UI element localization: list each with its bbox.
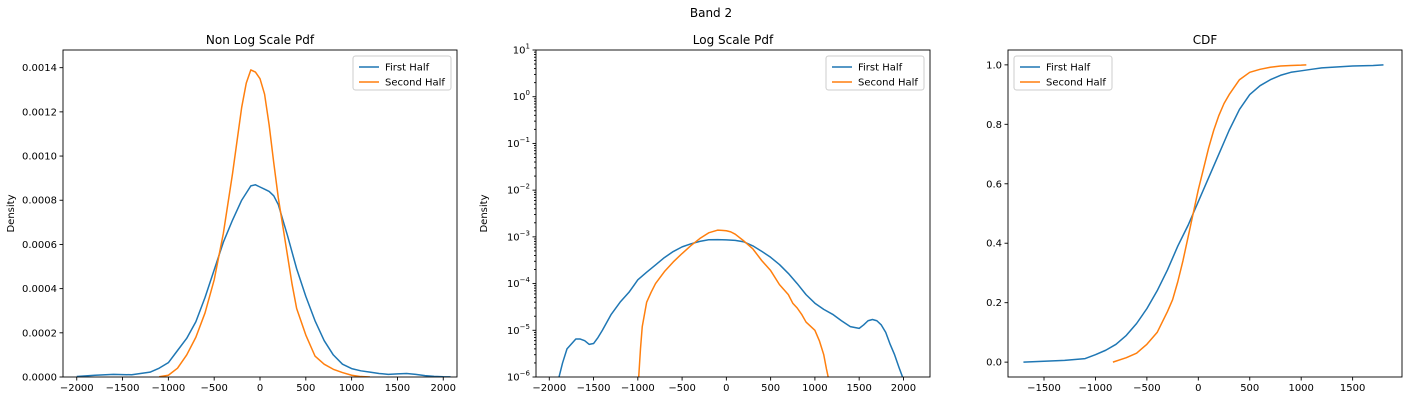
- x-tick-label: −500: [200, 383, 227, 394]
- x-tick-label: 1500: [846, 383, 871, 394]
- legend-label: First Half: [385, 63, 430, 74]
- x-tick-label: −1500: [1027, 383, 1061, 394]
- x-tick-label: 1000: [802, 383, 827, 394]
- y-tick-label: 0.0008: [22, 196, 57, 207]
- x-tick-label: −1000: [621, 383, 655, 394]
- x-tick-label: −1000: [151, 383, 185, 394]
- x-tick-label: 2000: [891, 383, 916, 394]
- x-tick-label: 500: [1240, 383, 1259, 394]
- y-tick-label: 10−3: [507, 229, 530, 243]
- legend: First Half Second Half: [352, 55, 452, 91]
- y-tick-label: 0.0000: [22, 373, 57, 384]
- y-tick-label: 0.0014: [22, 63, 57, 74]
- x-tick-label: 500: [296, 383, 315, 394]
- legend: First Half Second Half: [1013, 55, 1113, 91]
- y-axis-label: Density: [6, 194, 17, 232]
- y-tick-label: 0.4: [986, 239, 1002, 250]
- series-line-first-half: [1023, 64, 1384, 363]
- y-tick-label: 0.0002: [22, 328, 57, 339]
- y-tick-label: 0.0012: [22, 107, 57, 118]
- y-tick-label: 0.0010: [22, 152, 57, 163]
- series-line-second-half: [159, 69, 370, 377]
- legend-label: First Half: [858, 63, 903, 74]
- legend-label: First Half: [1046, 63, 1091, 74]
- chart-title: CDF: [1193, 33, 1218, 47]
- plot-frame: [62, 49, 458, 378]
- y-tick-label: 0.0004: [22, 284, 57, 295]
- y-tick-label: 10−2: [507, 183, 530, 197]
- chart-panel-1: −2000 −1500 −1000 −500 0 500 1000 1500 2000 0.000…: [6, 33, 458, 394]
- figure-suptitle: Band 2: [690, 6, 732, 20]
- y-axis-label: Density: [479, 194, 490, 232]
- chart-panel-2: −2000 −1500 −1000 −500 0 500 1000 1500 2000 10−6 1…: [479, 33, 931, 394]
- series-line-second-half: [637, 229, 829, 377]
- x-tick-label: −2000: [60, 383, 94, 394]
- x-tick-label: 1000: [1288, 383, 1313, 394]
- y-tick-label: 1.0: [986, 60, 1002, 71]
- plot-frame: [1007, 49, 1403, 378]
- legend: First Half Second Half: [825, 55, 925, 91]
- y-tick-label: 101: [513, 43, 530, 57]
- x-tick-label: 2000: [431, 383, 456, 394]
- x-tick-label: −1500: [577, 383, 611, 394]
- y-tick-label: 10−5: [507, 323, 530, 337]
- y-tick-label: 0.0: [986, 358, 1002, 369]
- y-tick-label: 10−6: [507, 370, 531, 384]
- x-tick-label: 0: [257, 383, 263, 394]
- plot-frame: [535, 49, 931, 378]
- series-line-first-half: [558, 238, 904, 377]
- x-tick-label: 1500: [385, 383, 410, 394]
- x-tick-label: −1000: [1079, 383, 1113, 394]
- y-tick-label: 0.2: [986, 298, 1002, 309]
- legend-label: Second Half: [858, 78, 918, 89]
- y-tick-label: 10−1: [507, 136, 530, 150]
- x-tick-label: −500: [1133, 383, 1160, 394]
- x-tick-label: 500: [761, 383, 780, 394]
- y-tick-label: 0.6: [986, 179, 1002, 190]
- chart-title: Non Log Scale Pdf: [206, 33, 315, 47]
- y-tick-label: 10−4: [507, 276, 531, 290]
- x-tick-label: −2000: [532, 383, 566, 394]
- x-tick-label: −1500: [106, 383, 140, 394]
- x-tick-label: 0: [1195, 383, 1201, 394]
- x-tick-label: −500: [668, 383, 695, 394]
- chart-panel-3: −1500 −1000 −500 0 500 1000 1500 0.0 0.2 0.4 0.6 0.…: [986, 33, 1403, 394]
- x-tick-label: 1500: [1340, 383, 1365, 394]
- series-line-second-half: [1112, 64, 1307, 363]
- x-tick-label: 0: [723, 383, 729, 394]
- y-tick-label: 100: [513, 89, 530, 103]
- x-tick-label: 1000: [339, 383, 364, 394]
- chart-title: Log Scale Pdf: [693, 33, 774, 47]
- legend-label: Second Half: [1046, 78, 1106, 89]
- y-tick-label: 0.0006: [22, 240, 57, 251]
- legend-label: Second Half: [385, 78, 445, 89]
- y-tick-label: 0.8: [986, 120, 1002, 131]
- chart-panels: −2000 −1500 −1000 −500 0 500 1000 1500 20000.000…: [6, 33, 1403, 394]
- series-line-first-half: [76, 184, 451, 377]
